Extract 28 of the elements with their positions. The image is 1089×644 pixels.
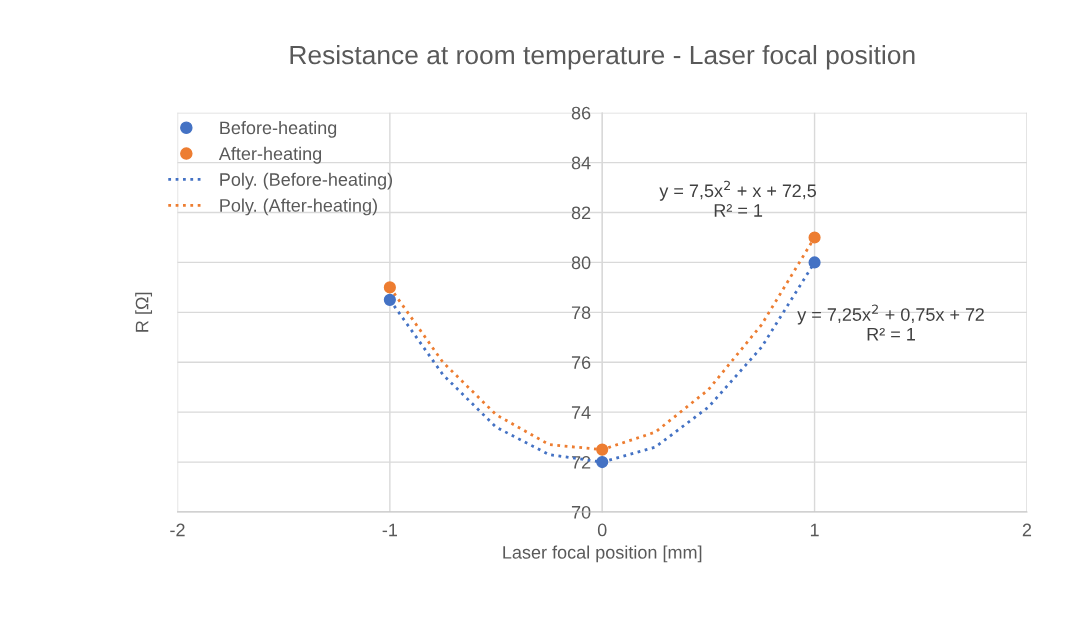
y-tick-label: 70	[571, 505, 591, 519]
y-tick-label: 82	[571, 206, 591, 220]
x-tick-label: 0	[597, 523, 607, 537]
y-tick-label: 74	[571, 406, 591, 419]
point	[383, 293, 396, 306]
legend-label: After-heating	[218, 146, 322, 164]
point	[596, 443, 609, 456]
legend-label: Before-heating	[220, 120, 337, 138]
y-tick-label: 78	[571, 306, 591, 320]
y-axis-title: R [Ω]	[135, 292, 153, 332]
x-tick-label: -2	[170, 523, 185, 537]
x-tick-label: 2	[1022, 523, 1032, 537]
annotation: y = 7,5x$^{2}$ + x + 72,5 R² = 1	[659, 180, 816, 217]
point	[596, 455, 609, 469]
point	[808, 231, 821, 244]
chart-title: Resistance at room temperature - Laser focal position	[290, 44, 915, 70]
x-tick-label: 1	[810, 523, 819, 537]
point	[808, 256, 821, 269]
x-axis-title: Laser focal position [mm]	[503, 545, 702, 563]
annotation: y = 7,25x$^{2}$ + 0,75x + 72 R² = 1	[797, 304, 984, 341]
y-tick-label: 84	[571, 156, 591, 170]
y-tick-label: 80	[571, 256, 591, 270]
point	[383, 281, 396, 294]
legend-label: Poly. (After-heating)	[220, 198, 377, 216]
x-tick-label: -1	[382, 523, 398, 537]
y-tick-label: 76	[571, 356, 591, 369]
y-tick-label: 86	[571, 106, 591, 120]
legend-label: Poly. (Before-heating)	[220, 172, 392, 190]
